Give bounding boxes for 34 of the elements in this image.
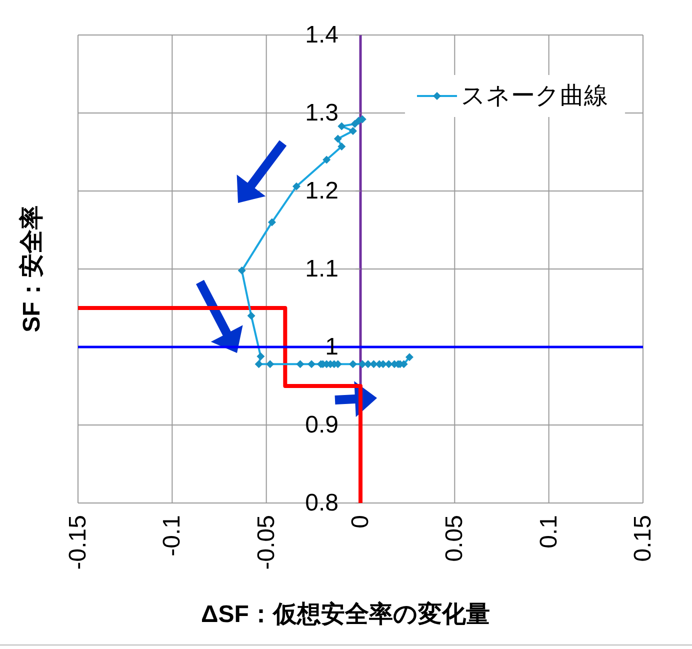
point [292, 182, 300, 190]
point [338, 122, 346, 130]
y-tick-label: 0.8 [305, 490, 338, 516]
x-tick-label: -0.05 [252, 515, 280, 570]
point [296, 360, 304, 368]
y-axis-title: SF：安全率 [18, 206, 46, 332]
legend-label: スネーク曲線 [461, 82, 608, 110]
point [334, 134, 342, 143]
x-tick-label: 0.05 [441, 515, 468, 562]
point [256, 352, 265, 360]
y-tick-label: 1.3 [305, 100, 338, 126]
y-tick-label: 1.1 [305, 256, 338, 282]
x-tick-label: -0.15 [64, 515, 92, 570]
point [247, 312, 256, 320]
x-tick-label: 0.15 [630, 515, 656, 562]
point [322, 156, 331, 164]
x-axis-title: ΔSF：仮想安全率の変化量 [201, 600, 490, 628]
x-tick-label: -0.1 [158, 515, 186, 556]
x-tick-label: 0 [347, 515, 374, 528]
point [238, 266, 246, 275]
point [254, 360, 263, 368]
point [405, 353, 414, 362]
y-tick-label: 0.9 [305, 412, 338, 438]
y-tick-label: 1.2 [305, 178, 338, 204]
point [266, 360, 274, 368]
point [308, 360, 316, 368]
y-tick-label: 1.4 [305, 22, 338, 48]
point [338, 142, 346, 151]
x-tick-label: 0.1 [535, 515, 562, 548]
point [384, 360, 393, 368]
point [348, 126, 357, 135]
point [348, 360, 357, 368]
point [268, 218, 276, 226]
point [350, 120, 359, 128]
